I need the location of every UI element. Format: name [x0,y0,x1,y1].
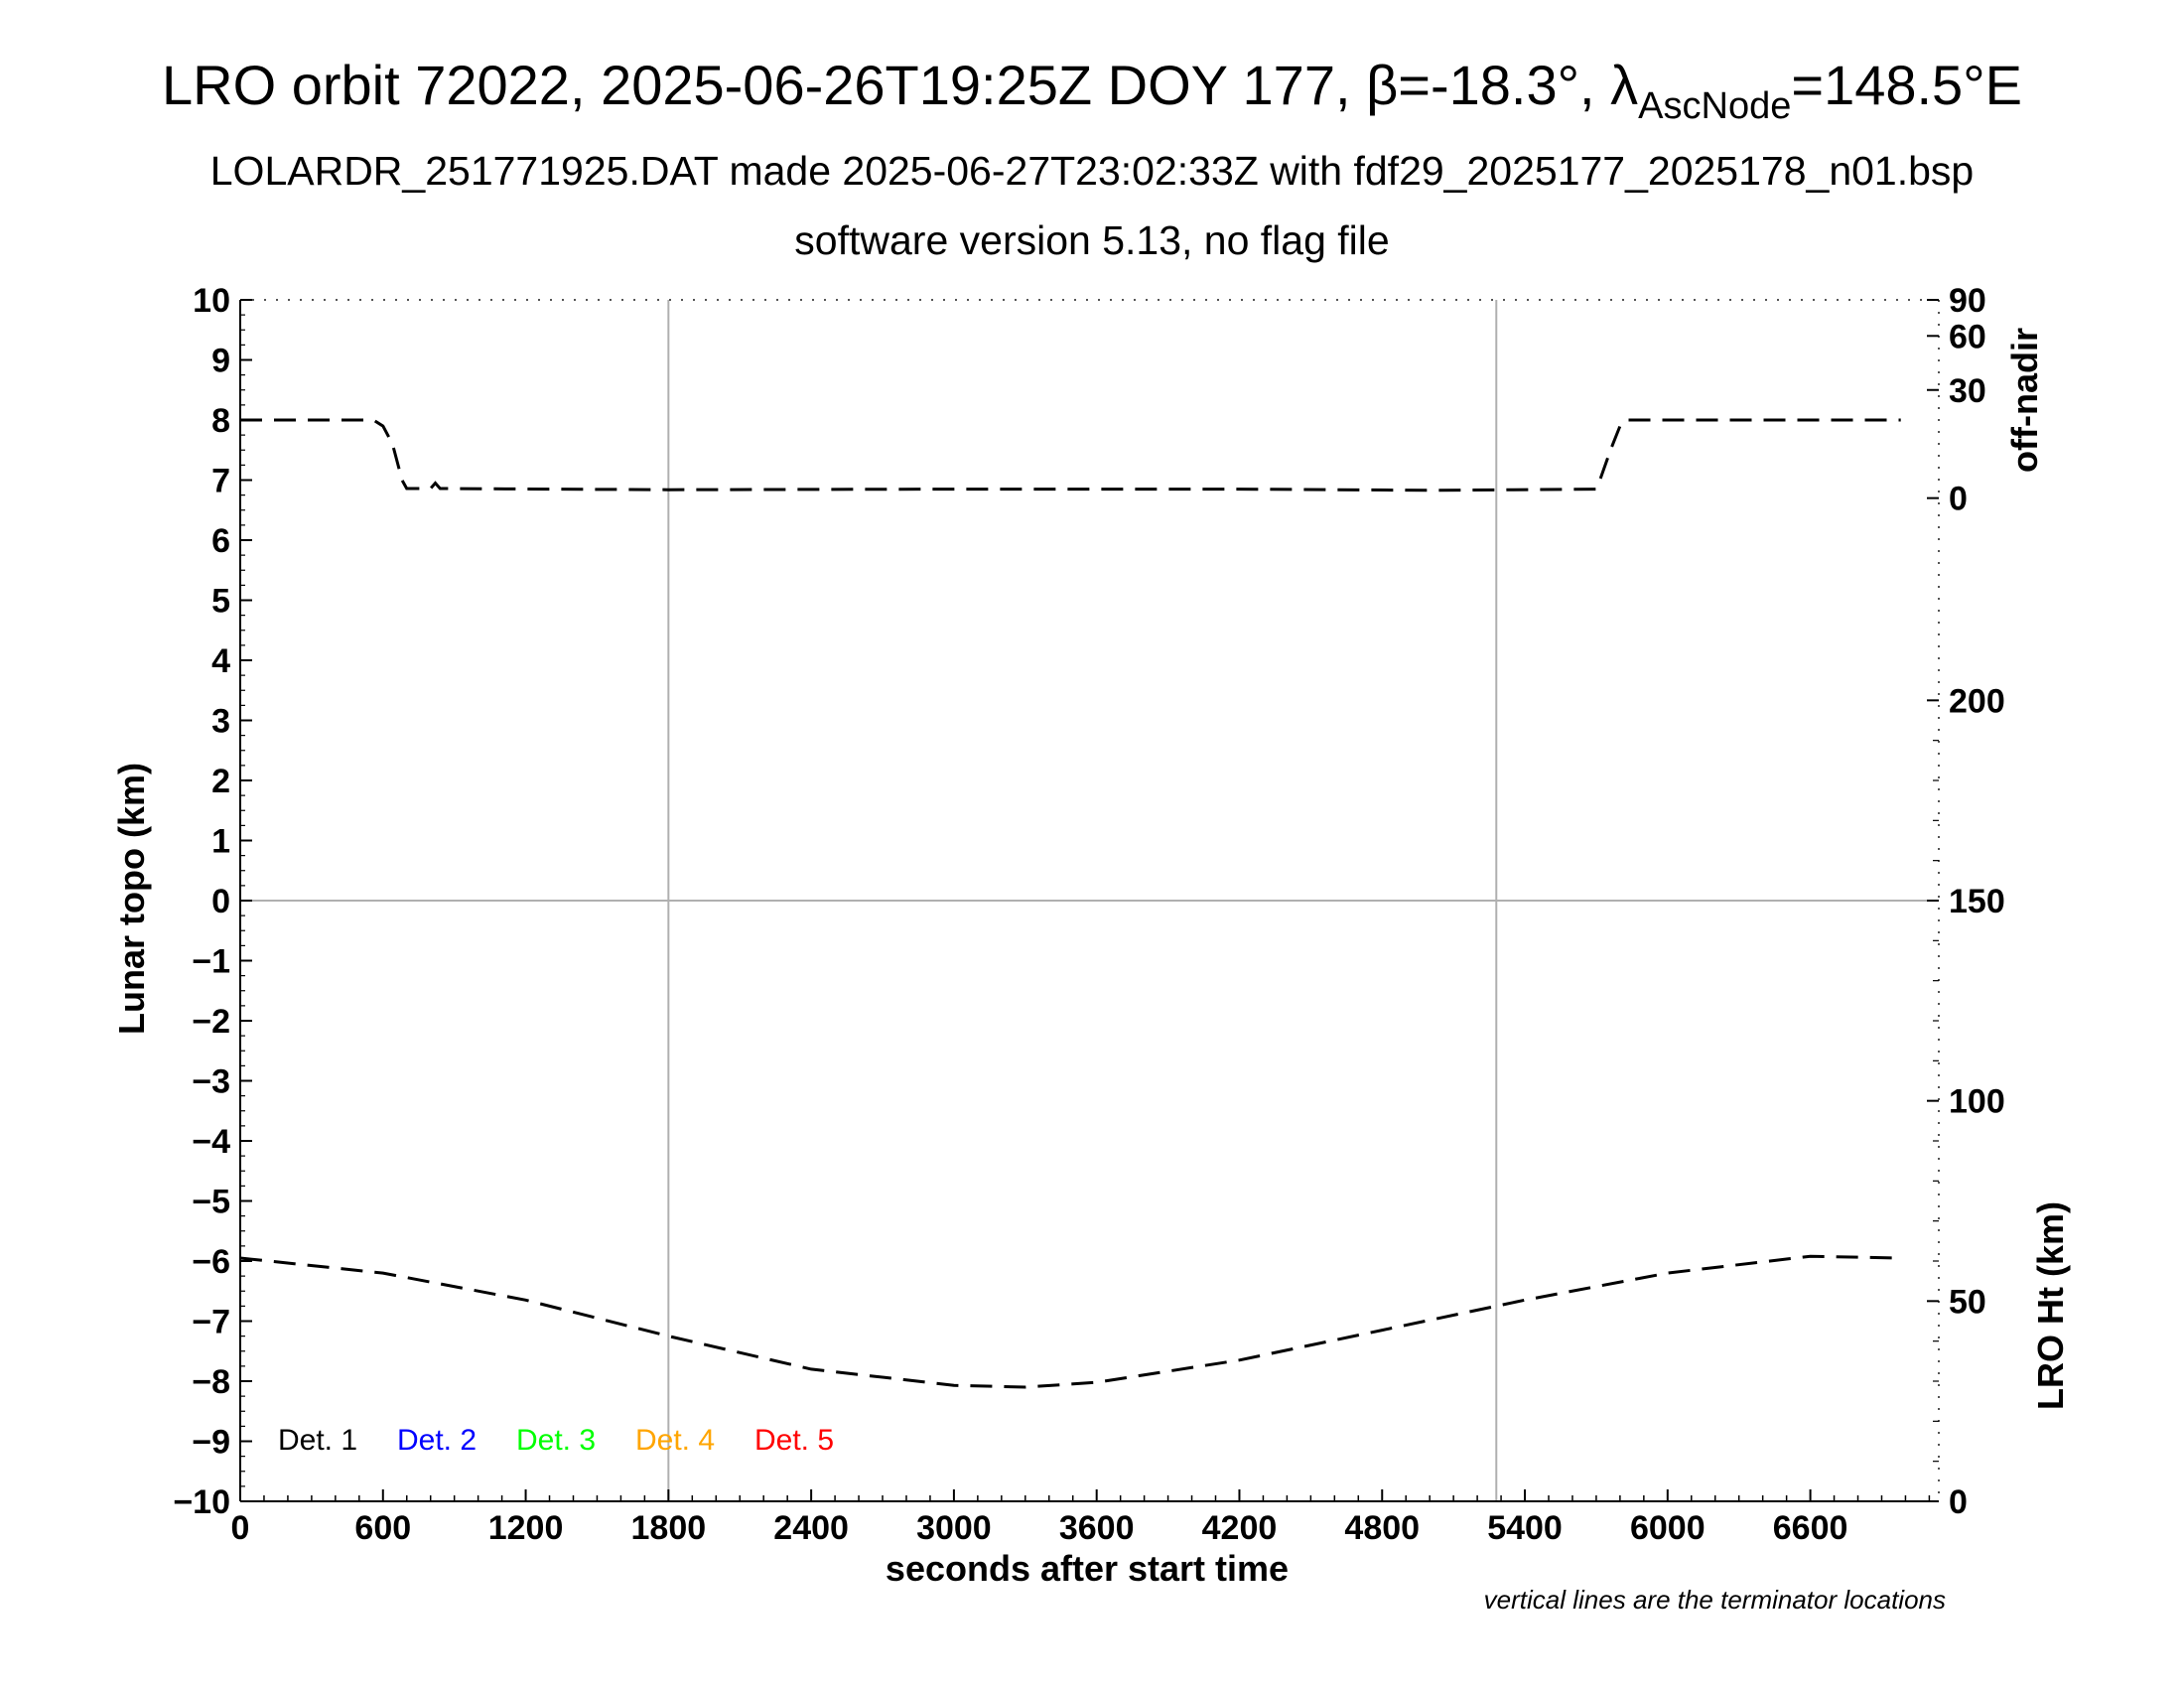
chart-title: LRO orbit 72022, 2025-06-26T19:25Z DOY 1… [162,54,2022,127]
x-tick-label-4800: 4800 [1344,1509,1420,1547]
height-tick-label-150: 150 [1949,883,2005,920]
off-nadir-tick-label-60: 60 [1949,318,1986,355]
height-tick-label-200: 200 [1949,682,2005,720]
y-tick-label: −6 [192,1243,230,1281]
y-tick-label: −5 [192,1184,230,1221]
x-axis-ticks: 0 600 1200 1800 2400 3000 3600 4200 4800 5400 6000… [231,1489,1931,1547]
y-tick-label: −10 [173,1483,230,1521]
y-tick-label: 8 [211,402,230,440]
x-tick-label-600: 600 [354,1509,411,1547]
legend-entry-det-1: Det. 1 [278,1424,357,1457]
series-line-lro-height [239,1254,1901,1389]
right-axis-lro-height: 200 150 100 50 0 [1927,682,2005,1521]
x-tick-label-0: 0 [231,1509,250,1547]
x-tick-label-2400: 2400 [773,1509,849,1547]
y-tick-label: −4 [192,1123,230,1161]
y-tick-label: 9 [211,343,230,380]
chart-subtitle-file: LOLARDR_251771925.DAT made 2025-06-27T23… [210,148,1974,194]
y-tick-label: −7 [192,1304,230,1341]
legend-entry-det-2: Det. 2 [397,1424,477,1457]
x-tick-label-3000: 3000 [916,1509,992,1547]
off-nadir-tick-label-30: 30 [1949,372,1986,410]
grid-lines [240,300,1939,1501]
y-tick-label: 7 [211,463,230,500]
x-axis-label: seconds after start time [886,1548,1289,1589]
y-tick-label: −1 [192,943,230,981]
legend-entry-det-4: Det. 4 [635,1424,715,1457]
x-tick-label-6000: 6000 [1630,1509,1706,1547]
y-tick-label: −8 [192,1363,230,1401]
legend-entry-det-3: Det. 3 [516,1424,596,1457]
y-tick-label: −2 [192,1003,230,1041]
y-tick-label: −9 [192,1424,230,1462]
y-tick-label: 1 [211,823,230,861]
y-tick-label: 6 [211,522,230,560]
x-tick-label-1800: 1800 [631,1509,707,1547]
off-nadir-tick-label-90: 90 [1949,282,1986,320]
terminator-note: vertical lines are the terminator locati… [1484,1585,1946,1615]
chart-subtitle-software: software version 5.13, no flag file [794,217,1389,263]
height-tick-label-0: 0 [1949,1483,1968,1521]
right-axis-bottom-label: LRO Ht (km) [2030,1201,2071,1410]
x-tick-label-5400: 5400 [1487,1509,1563,1547]
y-axis-label: Lunar topo (km) [111,763,152,1035]
legend-entry-det-5: Det. 5 [754,1424,834,1457]
x-tick-label-4200: 4200 [1202,1509,1278,1547]
y-tick-label: 5 [211,583,230,621]
series-line-off-nadir [240,418,1901,492]
y-tick-label: 10 [193,282,230,320]
height-tick-label-100: 100 [1949,1083,2005,1121]
y-tick-label: 4 [211,642,230,680]
series-group [239,418,1901,1389]
height-tick-label-50: 50 [1949,1283,1986,1321]
legend: Det. 1 Det. 2 Det. 3 Det. 4 Det. 5 [278,1424,834,1457]
x-tick-label-1200: 1200 [488,1509,564,1547]
off-nadir-tick-label-0: 0 [1949,481,1968,518]
y-tick-label: 3 [211,703,230,741]
right-axis-top-label: off-nadir [2004,328,2045,473]
x-tick-label-3600: 3600 [1059,1509,1135,1547]
y-tick-label: 0 [211,883,230,920]
x-tick-label-6600: 6600 [1773,1509,1848,1547]
y-tick-label: −3 [192,1063,230,1101]
y-tick-label: 2 [211,763,230,800]
